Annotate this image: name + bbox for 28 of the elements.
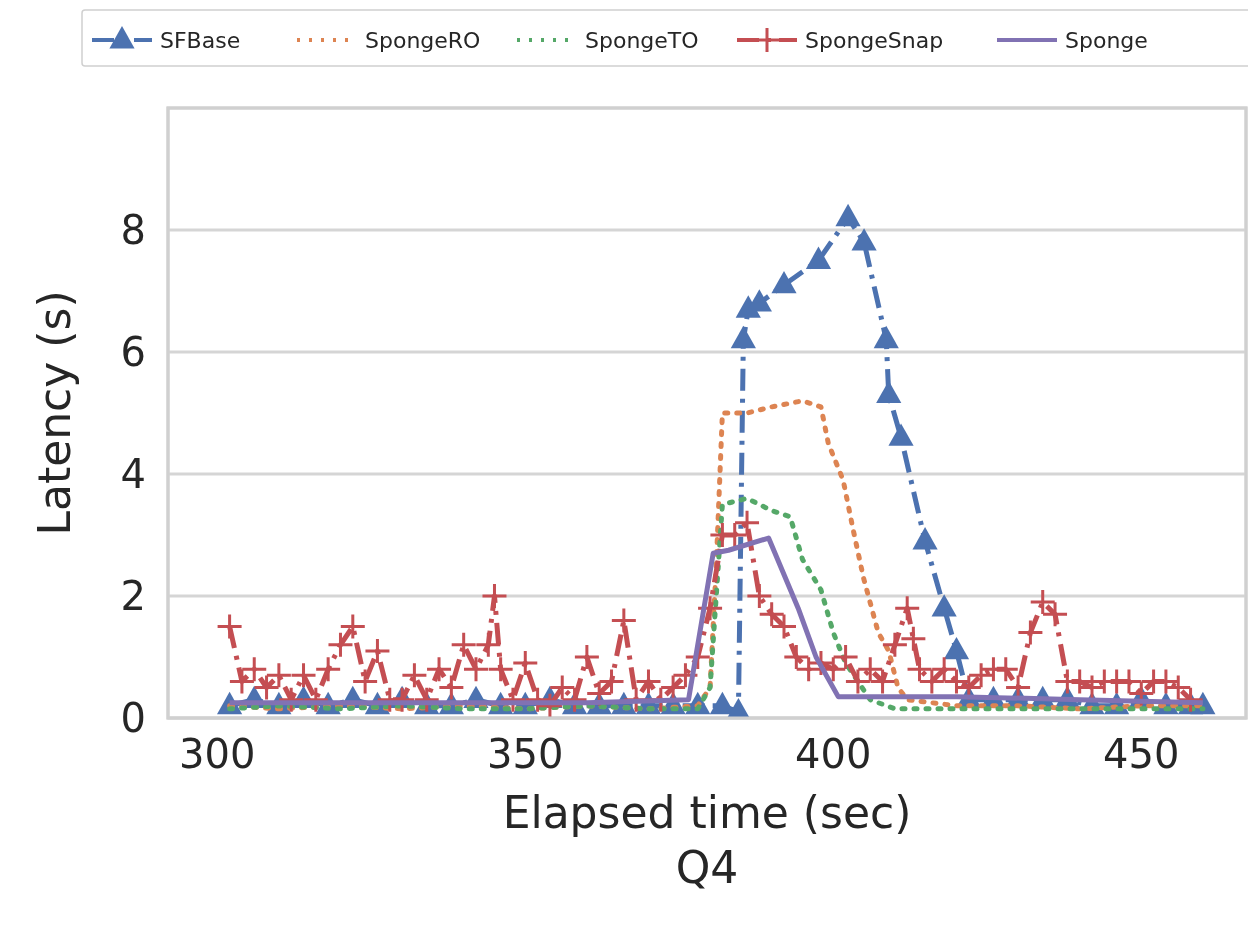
legend-label: SpongeTO	[585, 28, 699, 53]
legend-label: SpongeRO	[365, 28, 481, 53]
y-tick-label: 2	[120, 573, 146, 619]
point	[873, 325, 899, 349]
x-tick-label: 350	[487, 731, 564, 777]
x-tick-label: 300	[179, 731, 256, 777]
point	[888, 423, 914, 446]
point	[835, 203, 861, 227]
y-axis-title: Latency (s)	[29, 290, 80, 536]
point	[851, 228, 877, 251]
x-tick-label: 450	[1103, 731, 1180, 777]
text: Q4	[675, 842, 739, 893]
point	[805, 246, 832, 269]
x-tick-label: 400	[795, 731, 872, 777]
point	[931, 594, 957, 617]
legend-label: Sponge	[1065, 28, 1148, 53]
y-tick-label: 6	[120, 329, 146, 375]
legend-label: SpongeSnap	[805, 28, 944, 53]
point	[730, 325, 756, 349]
y-tick-label: 4	[120, 451, 146, 497]
legend-label: SFBase	[160, 28, 241, 53]
y-tick-label: 8	[120, 207, 146, 253]
point	[876, 380, 902, 404]
point	[943, 636, 970, 660]
y-tick-label: 0	[120, 695, 146, 741]
x-axis-title: Elapsed time (sec)	[502, 787, 912, 838]
point	[912, 527, 938, 550]
point	[771, 270, 797, 294]
